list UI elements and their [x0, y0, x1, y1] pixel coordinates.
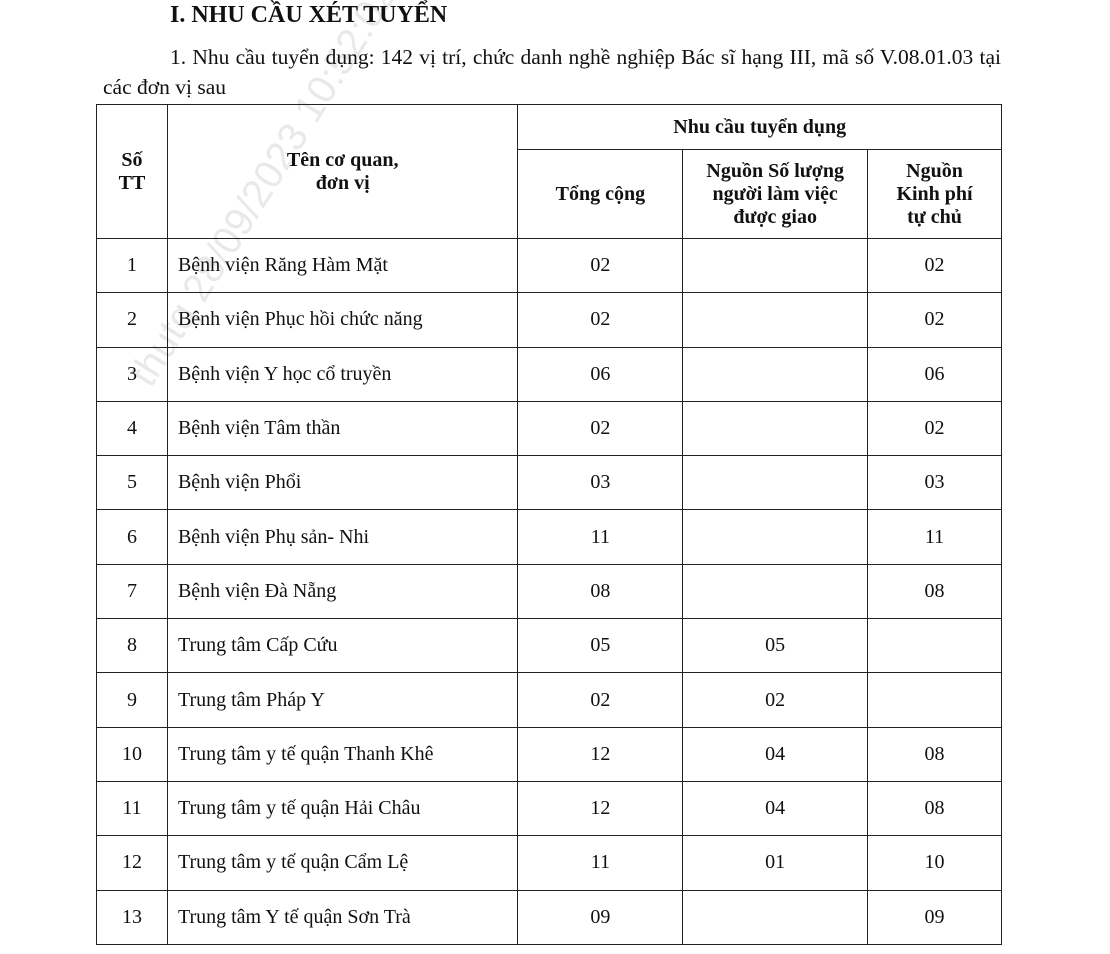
table-cell: Bệnh viện Tâm thần: [166, 400, 519, 457]
table-row: 2 Bệnh viện Phục hồi chức năng 02 02: [96, 292, 1002, 348]
table-cell: 11: [96, 780, 168, 837]
table-cell: Trung tâm Y tế quận Sơn Trà: [166, 889, 519, 945]
table-cell: 12: [96, 835, 168, 891]
empty-cell: [682, 509, 869, 565]
table-cell: 10: [867, 835, 1002, 891]
empty-cell: [867, 672, 1002, 728]
section-heading: I. NHU CẦU XÉT TUYỂN: [170, 2, 448, 28]
table-cell: 2: [96, 292, 168, 348]
header-cell: Nguồn Kinh phí tự chủ: [867, 149, 1002, 239]
table-cell: Bệnh viện Đà Nẵng: [166, 563, 519, 620]
table-cell: 06: [517, 346, 684, 402]
table-cell: 02: [517, 400, 684, 457]
table-row: 6 Bệnh viện Phụ sản- Nhi 11 11: [96, 509, 1002, 565]
empty-cell: [682, 889, 869, 945]
empty-cell: [682, 563, 869, 620]
table-cell: 11: [517, 509, 684, 565]
table-cell: 1: [96, 237, 168, 294]
header-cell: Tổng cộng: [517, 149, 684, 239]
table-cell: 6: [96, 509, 168, 565]
table-row: 12 Trung tâm y tế quận Cẩm Lệ 11 01 10: [96, 835, 1002, 891]
table-cell: 08: [517, 563, 684, 620]
table-body: 1 Bệnh viện Răng Hàm Mặt 02 02 2 Bệnh viện Ph…: [96, 237, 1002, 945]
table-cell: 10: [96, 726, 168, 782]
empty-cell: [682, 292, 869, 348]
table-cell: 09: [867, 889, 1002, 945]
table-cell: 9: [96, 672, 168, 728]
empty-cell: [682, 455, 869, 511]
table-cell: 02: [867, 292, 1002, 348]
table-cell: 7: [96, 563, 168, 620]
table-cell: 02: [867, 400, 1002, 457]
table-row: 3 Bệnh viện Y học cổ truyền 06 06: [96, 346, 1002, 402]
table-cell: 08: [867, 726, 1002, 782]
table-cell: Bệnh viện Phục hồi chức năng: [166, 292, 519, 348]
table-cell: 06: [867, 346, 1002, 402]
empty-cell: [682, 237, 869, 294]
table-cell: 08: [867, 780, 1002, 837]
table-cell: 03: [517, 455, 684, 511]
table-cell: 02: [867, 237, 1002, 294]
table-cell: 05: [682, 618, 869, 674]
table-cell: 11: [517, 835, 684, 891]
table-cell: 12: [517, 726, 684, 782]
recruitment-table: Số TT Tên cơ quan, đơn vị Nhu cầu tuyển …: [96, 104, 1002, 945]
table-cell: 4: [96, 400, 168, 457]
header-cell: Nguồn Số lượng người làm việc được giao: [682, 149, 869, 239]
empty-cell: [867, 618, 1002, 674]
table-cell: 13: [96, 889, 168, 945]
table-cell: 02: [682, 672, 869, 728]
table-cell: 11: [867, 509, 1002, 565]
table-cell: Bệnh viện Răng Hàm Mặt: [166, 237, 519, 294]
header-cell: Nhu cầu tuyển dụng: [517, 104, 1002, 150]
table-cell: Trung tâm Cấp Cứu: [166, 618, 519, 674]
table-cell: Trung tâm Pháp Y: [166, 672, 519, 728]
table-cell: 05: [517, 618, 684, 674]
table-cell: Trung tâm y tế quận Hải Châu: [166, 780, 519, 837]
table-cell: 09: [517, 889, 684, 945]
table-cell: 02: [517, 292, 684, 348]
header-cell: Tên cơ quan, đơn vị: [166, 104, 519, 239]
table-cell: 03: [867, 455, 1002, 511]
table-cell: Trung tâm y tế quận Thanh Khê: [166, 726, 519, 782]
table-cell: 02: [517, 672, 684, 728]
table-row: 9 Trung tâm Pháp Y 02 02: [96, 672, 1002, 728]
table-cell: 12: [517, 780, 684, 837]
table-cell: Trung tâm y tế quận Cẩm Lệ: [166, 835, 519, 891]
table-cell: 02: [517, 237, 684, 294]
header-cell: Số TT: [96, 104, 168, 239]
table-cell: 08: [867, 563, 1002, 620]
table-row: 4 Bệnh viện Tâm thần 02 02: [96, 400, 1002, 457]
table-cell: 3: [96, 346, 168, 402]
table-row: 1 Bệnh viện Răng Hàm Mặt 02 02: [96, 237, 1002, 294]
table-cell: 04: [682, 726, 869, 782]
table-row: 8 Trung tâm Cấp Cứu 05 05: [96, 618, 1002, 674]
table-cell: Bệnh viện Phụ sản- Nhi: [166, 509, 519, 565]
table-cell: 5: [96, 455, 168, 511]
paragraph: 1. Nhu cầu tuyển dụng: 142 vị trí, chức …: [103, 45, 1001, 99]
table-cell: 01: [682, 835, 869, 891]
table-cell: 04: [682, 780, 869, 837]
table-row: 11 Trung tâm y tế quận Hải Châu 12 04 08: [96, 780, 1002, 837]
table-row: 13 Trung tâm Y tế quận Sơn Trà 09 09: [96, 889, 1002, 945]
table-row: 7 Bệnh viện Đà Nẵng 08 08: [96, 563, 1002, 620]
table-cell: 8: [96, 618, 168, 674]
table-row: 10 Trung tâm y tế quận Thanh Khê 12 04 08: [96, 726, 1002, 782]
table-header: Số TT Tên cơ quan, đơn vị Nhu cầu tuyển …: [96, 104, 1002, 239]
table-cell: Bệnh viện Phổi: [166, 455, 519, 511]
table-cell: Bệnh viện Y học cổ truyền: [166, 346, 519, 402]
empty-cell: [682, 400, 869, 457]
empty-cell: [682, 346, 869, 402]
table-row: 5 Bệnh viện Phổi 03 03: [96, 455, 1002, 511]
